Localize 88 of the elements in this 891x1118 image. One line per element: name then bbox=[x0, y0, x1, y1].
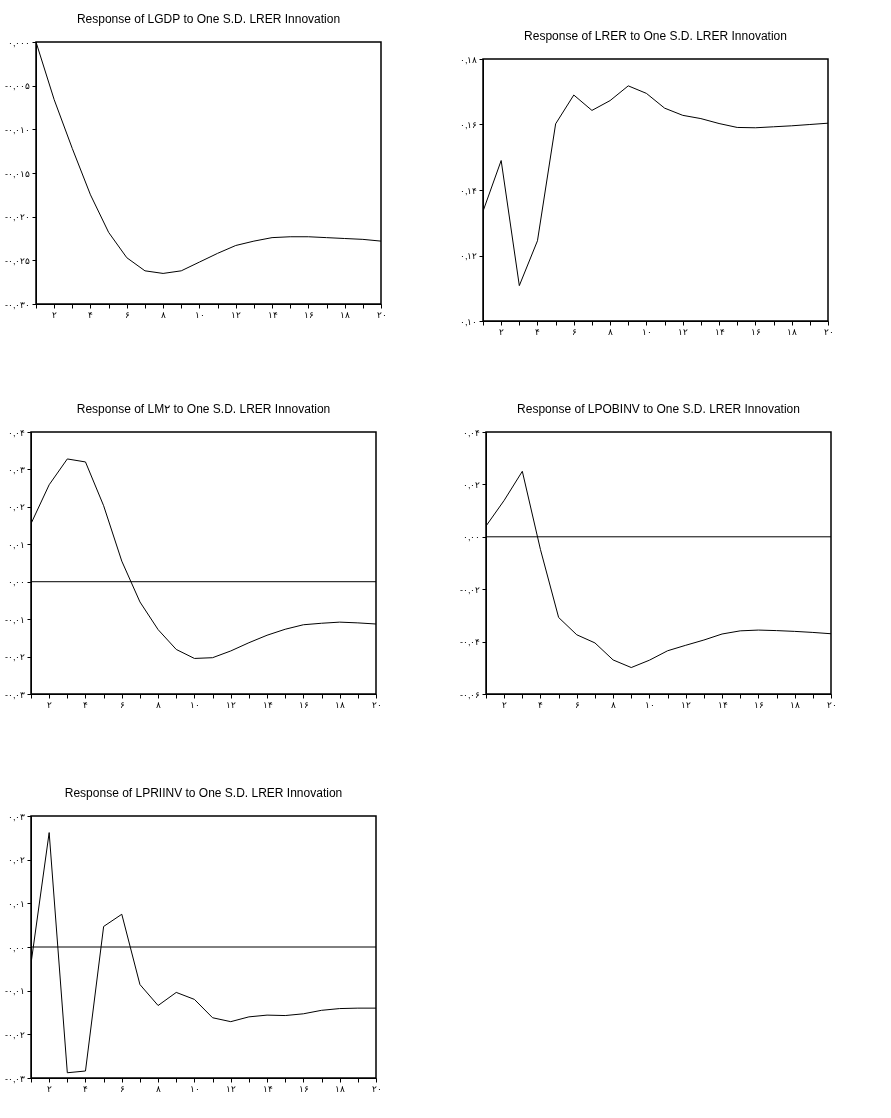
x-tick-label: ۲۰ bbox=[826, 699, 837, 710]
y-tick-label: -۰,۰۱۰ bbox=[5, 124, 31, 135]
x-tick-label: ۴ bbox=[83, 1083, 89, 1094]
x-tick-label: ۲۰ bbox=[371, 699, 382, 710]
y-tick-label: ۰,۰۲ bbox=[7, 502, 26, 513]
y-tick-label: ۰,۱۴ bbox=[459, 185, 478, 196]
x-tick-label: ۴ bbox=[88, 309, 94, 320]
y-tick-label: -۰,۰۱۵ bbox=[5, 168, 31, 179]
x-tick-label: ۲ bbox=[47, 1083, 53, 1094]
x-tick-label: ۶ bbox=[119, 1083, 125, 1094]
y-tick-label: -۰,۰۲ bbox=[5, 1029, 26, 1040]
x-tick-label: ۱۶ bbox=[753, 699, 764, 710]
y-tick-label: ۰,۰۰ bbox=[7, 577, 26, 588]
y-tick-label: ۰,۰۲ bbox=[7, 855, 26, 866]
x-tick-label: ۲۰ bbox=[823, 326, 834, 337]
x-tick-label: ۱۸ bbox=[335, 699, 346, 710]
y-tick-label: ۰,۰۰ bbox=[462, 532, 481, 543]
y-tick-label: ۰,۰۴ bbox=[7, 427, 26, 438]
x-tick-label: ۸ bbox=[608, 326, 614, 337]
y-tick-label: ۰,۰۰ bbox=[7, 942, 26, 953]
x-tick-label: ۱۶ bbox=[750, 326, 761, 337]
y-tick-label: ۰,۰۳ bbox=[7, 464, 26, 475]
x-tick-label: ۴ bbox=[535, 326, 541, 337]
y-tick-label: ۰,۱۶ bbox=[459, 120, 478, 130]
y-tick-label: ۰,۰۱ bbox=[7, 539, 26, 550]
x-tick-label: ۱۶ bbox=[303, 309, 314, 320]
y-tick-label: -۰,۰۱ bbox=[5, 986, 26, 997]
x-tick-label: ۲ bbox=[52, 309, 58, 320]
x-tick-label: ۱۲ bbox=[226, 699, 237, 710]
y-tick-label: -۰,۰۲۰ bbox=[5, 212, 31, 223]
chart-title: Response of LPOBINV to One S.D. LRER Innovation bbox=[517, 402, 800, 416]
x-tick-label: ۱۴ bbox=[717, 699, 728, 710]
x-tick-label: ۶ bbox=[571, 326, 577, 337]
x-tick-label: ۲۰ bbox=[376, 309, 387, 320]
y-tick-label: -۰,۰۲ bbox=[5, 652, 26, 663]
x-tick-label: ۱۰ bbox=[641, 326, 652, 337]
x-tick-label: ۱۰ bbox=[189, 1083, 200, 1094]
x-tick-label: ۲ bbox=[499, 326, 505, 337]
chart-title: Response of LPRIINV to One S.D. LRER Innovation bbox=[64, 786, 343, 800]
x-tick-label: ۴ bbox=[83, 699, 89, 710]
y-tick-label: -۰,۰۳ bbox=[5, 1073, 26, 1084]
x-tick-label: ۱۴ bbox=[262, 699, 273, 710]
x-tick-label: ۱۰ bbox=[189, 699, 200, 710]
x-tick-label: ۱۲ bbox=[226, 1083, 237, 1094]
x-tick-label: ۱۸ bbox=[790, 699, 801, 710]
y-tick-label: -۰,۰۴ bbox=[460, 637, 481, 648]
y-tick-label: -۰,۰۲۵ bbox=[5, 255, 31, 266]
x-tick-label: ۱۶ bbox=[298, 699, 309, 710]
y-tick-label: ۰,۰۳ bbox=[7, 811, 26, 822]
x-tick-label: ۸ bbox=[161, 309, 167, 320]
x-tick-label: ۸ bbox=[156, 1083, 162, 1094]
y-tick-label: -۰,۰۰۵ bbox=[5, 81, 31, 92]
y-tick-label: ۰,۱۲ bbox=[459, 251, 478, 261]
y-tick-label: -۰,۰۲ bbox=[460, 584, 481, 595]
x-tick-label: ۱۰ bbox=[644, 699, 655, 710]
x-tick-label: ۱۴ bbox=[714, 326, 725, 337]
y-tick-label: -۰,۰۱ bbox=[5, 614, 26, 625]
x-tick-label: ۱۴ bbox=[267, 309, 278, 320]
y-tick-label: ۰,۰۰۰ bbox=[7, 37, 31, 48]
y-tick-label: -۰,۰۶ bbox=[460, 689, 481, 700]
x-tick-label: ۲ bbox=[502, 699, 508, 710]
x-tick-label: ۶ bbox=[574, 699, 580, 710]
chart-title: Response of LGDP to One S.D. LRER Innovation bbox=[76, 12, 341, 26]
x-tick-label: ۱۲ bbox=[681, 699, 692, 710]
x-tick-label: ۱۶ bbox=[298, 1083, 309, 1094]
x-tick-label: ۸ bbox=[611, 699, 617, 710]
x-tick-label: ۱۸ bbox=[335, 1083, 346, 1094]
x-tick-label: ۱۲ bbox=[231, 309, 242, 320]
x-tick-label: ۸ bbox=[156, 699, 162, 710]
y-tick-label: ۰,۰۲ bbox=[462, 479, 481, 490]
x-tick-label: ۶ bbox=[119, 699, 125, 710]
chart-title: Response of LM۲ to One S.D. LRER Innovation bbox=[76, 402, 331, 416]
x-tick-label: ۲۰ bbox=[371, 1083, 382, 1094]
x-tick-label: ۱۰ bbox=[194, 309, 205, 320]
x-tick-label: ۱۸ bbox=[340, 309, 351, 320]
x-tick-label: ۱۸ bbox=[787, 326, 798, 337]
y-tick-label: ۰,۱۸ bbox=[459, 54, 478, 65]
x-tick-label: ۱۴ bbox=[262, 1083, 273, 1094]
y-tick-label: ۰,۰۴ bbox=[462, 427, 481, 438]
y-tick-label: -۰,۰۳۰ bbox=[5, 299, 31, 310]
x-tick-label: ۶ bbox=[124, 309, 130, 320]
x-tick-label: ۲ bbox=[47, 699, 53, 710]
chart-title: Response of LRER to One S.D. LRER Innovation bbox=[524, 29, 787, 43]
x-tick-label: ۱۲ bbox=[678, 326, 689, 337]
y-tick-label: -۰,۰۳ bbox=[5, 689, 26, 700]
y-tick-label: ۰,۱۰ bbox=[459, 316, 478, 327]
y-tick-label: ۰,۰۱ bbox=[7, 898, 26, 909]
x-tick-label: ۴ bbox=[538, 699, 544, 710]
